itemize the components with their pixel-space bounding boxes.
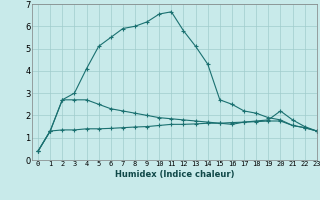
X-axis label: Humidex (Indice chaleur): Humidex (Indice chaleur) [115, 170, 234, 179]
